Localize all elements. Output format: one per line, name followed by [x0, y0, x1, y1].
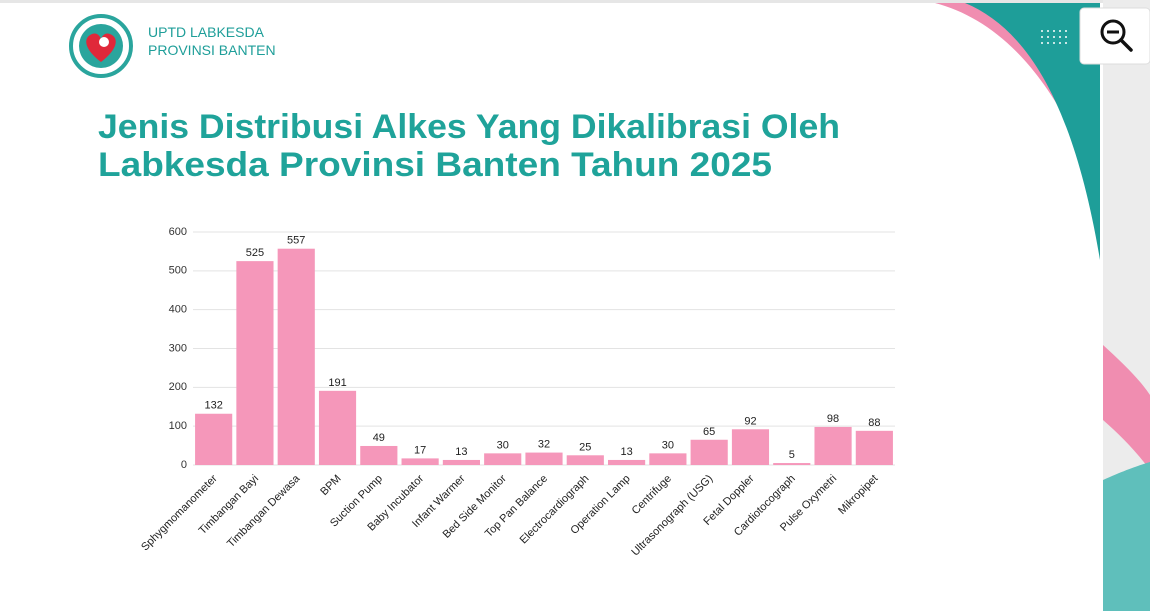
value-label: 557 — [287, 235, 305, 247]
bar — [731, 429, 770, 465]
value-label: 13 — [455, 446, 467, 458]
teal-curve — [965, 3, 1100, 260]
y-tick-label: 0 — [181, 459, 187, 471]
bar — [318, 390, 357, 465]
value-label: 132 — [204, 400, 222, 412]
bar — [442, 459, 480, 465]
value-label: 88 — [868, 417, 880, 429]
chart-title: Jenis Distribusi Alkes Yang Dikalibrasi … — [98, 108, 840, 146]
value-label: 32 — [538, 439, 550, 451]
logo — [69, 14, 133, 78]
value-label: 25 — [579, 441, 591, 453]
zoom-button[interactable] — [1079, 7, 1150, 65]
value-label: 17 — [414, 444, 426, 456]
value-label: 525 — [246, 247, 264, 259]
value-label: 92 — [744, 415, 756, 427]
value-label: 191 — [328, 377, 346, 389]
chart-title: Labkesda Provinsi Banten Tahun 2025 — [98, 146, 772, 184]
value-label: 5 — [789, 449, 795, 461]
y-tick-label: 500 — [169, 265, 187, 277]
bar — [773, 463, 811, 465]
value-label: 65 — [703, 426, 715, 438]
bar — [855, 430, 893, 465]
value-label: 13 — [620, 446, 632, 458]
pink-side — [1103, 345, 1150, 470]
bar — [566, 455, 604, 465]
bar — [360, 445, 398, 465]
y-tick-label: 200 — [169, 381, 187, 393]
bar — [195, 413, 233, 465]
value-label: 98 — [827, 413, 839, 425]
bar — [814, 426, 852, 465]
bar — [608, 459, 646, 465]
bar — [236, 261, 274, 465]
y-tick-label: 100 — [169, 420, 187, 432]
bar — [690, 439, 728, 465]
teal-side — [1103, 462, 1150, 611]
org-line: PROVINSI BANTEN — [148, 42, 276, 58]
org-line: UPTD LABKESDA — [148, 24, 265, 40]
value-label: 30 — [662, 439, 674, 451]
bar — [277, 248, 315, 465]
y-tick-label: 400 — [169, 304, 187, 316]
y-tick-label: 300 — [169, 342, 187, 354]
dot-grid — [1041, 30, 1067, 44]
y-tick-label: 600 — [169, 226, 187, 238]
top-border — [0, 0, 1150, 3]
bar — [401, 458, 439, 465]
value-label: 49 — [373, 432, 385, 444]
bar — [649, 453, 687, 465]
bar — [484, 453, 522, 465]
bar — [525, 452, 563, 465]
value-label: 30 — [497, 439, 509, 451]
